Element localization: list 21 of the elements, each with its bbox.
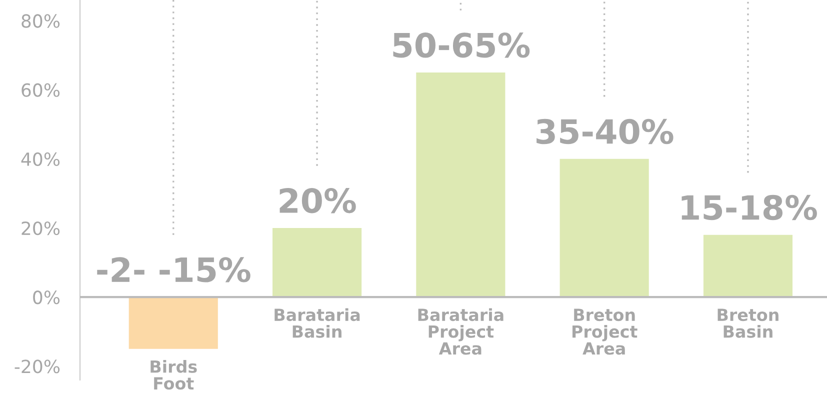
y-tick-label: -20% — [14, 360, 60, 374]
bar — [703, 234, 793, 298]
bar — [560, 158, 649, 298]
x-tick-label: Barataria Basin — [274, 308, 360, 338]
y-tick-label: 80% — [22, 14, 60, 28]
bar — [416, 72, 506, 298]
x-tick-label: Breton Project Area — [572, 308, 638, 355]
annotation: 50-65% — [393, 32, 530, 58]
y-tick-label: 0% — [33, 290, 60, 304]
annotation: 20% — [280, 188, 356, 214]
y-tick-label: 20% — [22, 221, 60, 236]
x-tick-label: Barataria Project Area — [418, 308, 504, 355]
x-tick-label: Breton Basin — [718, 308, 778, 338]
annotation: 15-18% — [682, 194, 817, 220]
bar — [128, 297, 218, 349]
bar — [272, 228, 362, 298]
y-tick-label: 60% — [22, 83, 60, 97]
y-tick-label: 40% — [21, 152, 60, 166]
annotation: 35-40% — [536, 118, 674, 144]
x-tick-label: Birds Foot — [150, 360, 197, 390]
annotation: -2- -15% — [97, 257, 250, 282]
